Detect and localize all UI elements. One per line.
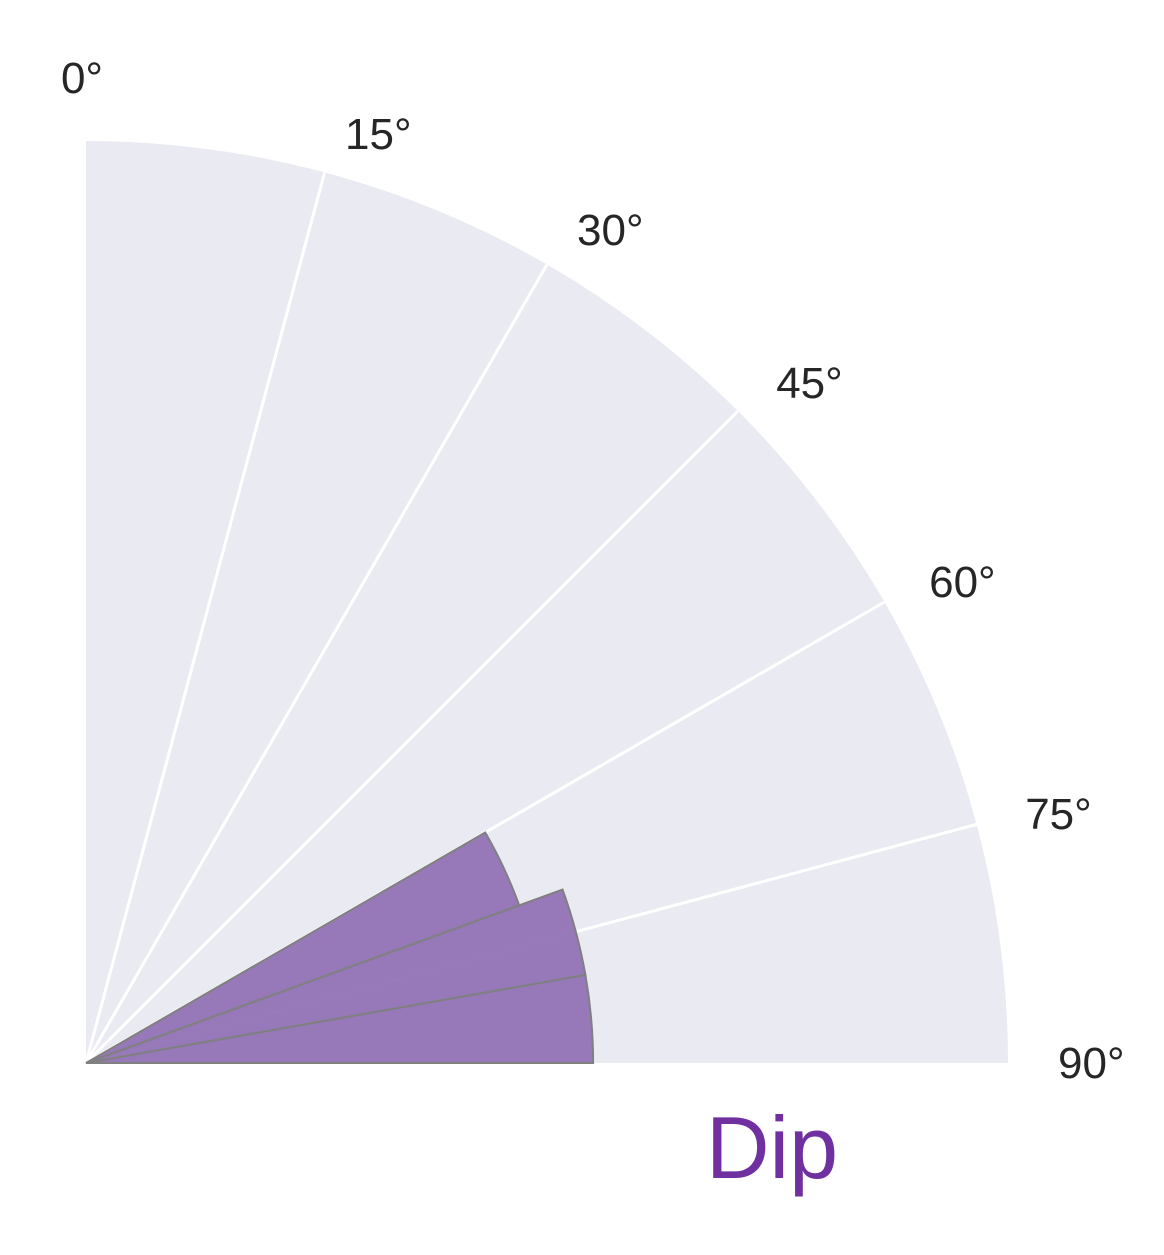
grid-spoke-45 [84, 409, 740, 1065]
chart-title: Dip [706, 1098, 838, 1197]
theta-tick-label-75: 75° [1025, 790, 1092, 839]
grid-spoke-15 [84, 172, 327, 1064]
theta-tick-label-60: 60° [929, 558, 996, 607]
theta-tick-label-30: 30° [577, 206, 644, 255]
theta-tick-label-0: 0° [61, 54, 103, 103]
theta-tick-label-45: 45° [776, 359, 843, 408]
bars [85, 831, 595, 1064]
bar-80-90 [85, 973, 595, 1064]
theta-tick-label-15: 15° [345, 110, 412, 159]
theta-tick-label-90: 90° [1058, 1039, 1125, 1088]
theta-tick-labels: 0° 15° 30° 45° 60° 75° 90° [61, 54, 1125, 1088]
grid-spoke-30 [84, 263, 549, 1064]
